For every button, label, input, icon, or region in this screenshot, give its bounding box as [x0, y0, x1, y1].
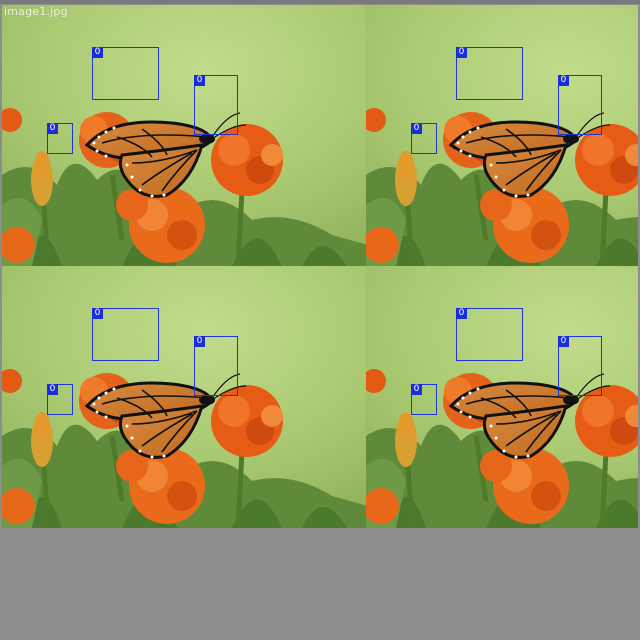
marigold-bottom	[480, 448, 569, 524]
bbox-3[interactable]: 0	[47, 123, 73, 154]
empty-canvas-area	[0, 528, 640, 640]
filename-label: image1.jpg	[4, 5, 68, 18]
marigold-right	[211, 385, 283, 457]
flower-left-edge	[366, 108, 399, 263]
photo	[366, 266, 638, 528]
bbox-3[interactable]: 0	[47, 384, 73, 415]
photo	[2, 266, 368, 528]
tile-bottom-left: 0 0 0	[2, 266, 368, 528]
flower-left-edge	[2, 108, 35, 263]
tile-top-left: 0 0 0	[2, 5, 368, 267]
photo	[2, 5, 368, 267]
monarch-butterfly	[84, 112, 247, 198]
bbox-1[interactable]: 0	[92, 308, 159, 361]
class-label: 0	[411, 123, 422, 134]
bbox-3[interactable]: 0	[411, 123, 437, 154]
monarch-butterfly	[84, 373, 247, 459]
monarch-butterfly	[448, 373, 611, 459]
class-label: 0	[92, 47, 103, 58]
flower-left-edge	[2, 369, 35, 524]
class-label: 0	[456, 47, 467, 58]
marigold-right	[575, 124, 638, 196]
bbox-2[interactable]: 0	[558, 75, 602, 135]
bbox-1[interactable]: 0	[92, 47, 159, 100]
class-label: 0	[194, 75, 205, 86]
top-border	[0, 0, 640, 4]
class-label: 0	[194, 336, 205, 347]
bbox-2[interactable]: 0	[194, 336, 238, 396]
marigold-bottom	[480, 187, 569, 263]
tile-bottom-right: 0 0 0	[366, 266, 638, 528]
bbox-3[interactable]: 0	[411, 384, 437, 415]
flower-left-edge	[366, 369, 399, 524]
photo	[366, 5, 638, 267]
bbox-1[interactable]: 0	[456, 47, 523, 100]
class-label: 0	[558, 75, 569, 86]
class-label: 0	[411, 384, 422, 395]
marigold-right	[211, 124, 283, 196]
bbox-1[interactable]: 0	[456, 308, 523, 361]
marigold-right	[575, 385, 638, 457]
class-label: 0	[92, 308, 103, 319]
class-label: 0	[47, 384, 58, 395]
bbox-2[interactable]: 0	[194, 75, 238, 135]
class-label: 0	[47, 123, 58, 134]
tile-top-right: 0 0 0	[366, 5, 638, 267]
class-label: 0	[456, 308, 467, 319]
marigold-bottom	[116, 187, 205, 263]
marigold-bottom	[116, 448, 205, 524]
class-label: 0	[558, 336, 569, 347]
bbox-2[interactable]: 0	[558, 336, 602, 396]
